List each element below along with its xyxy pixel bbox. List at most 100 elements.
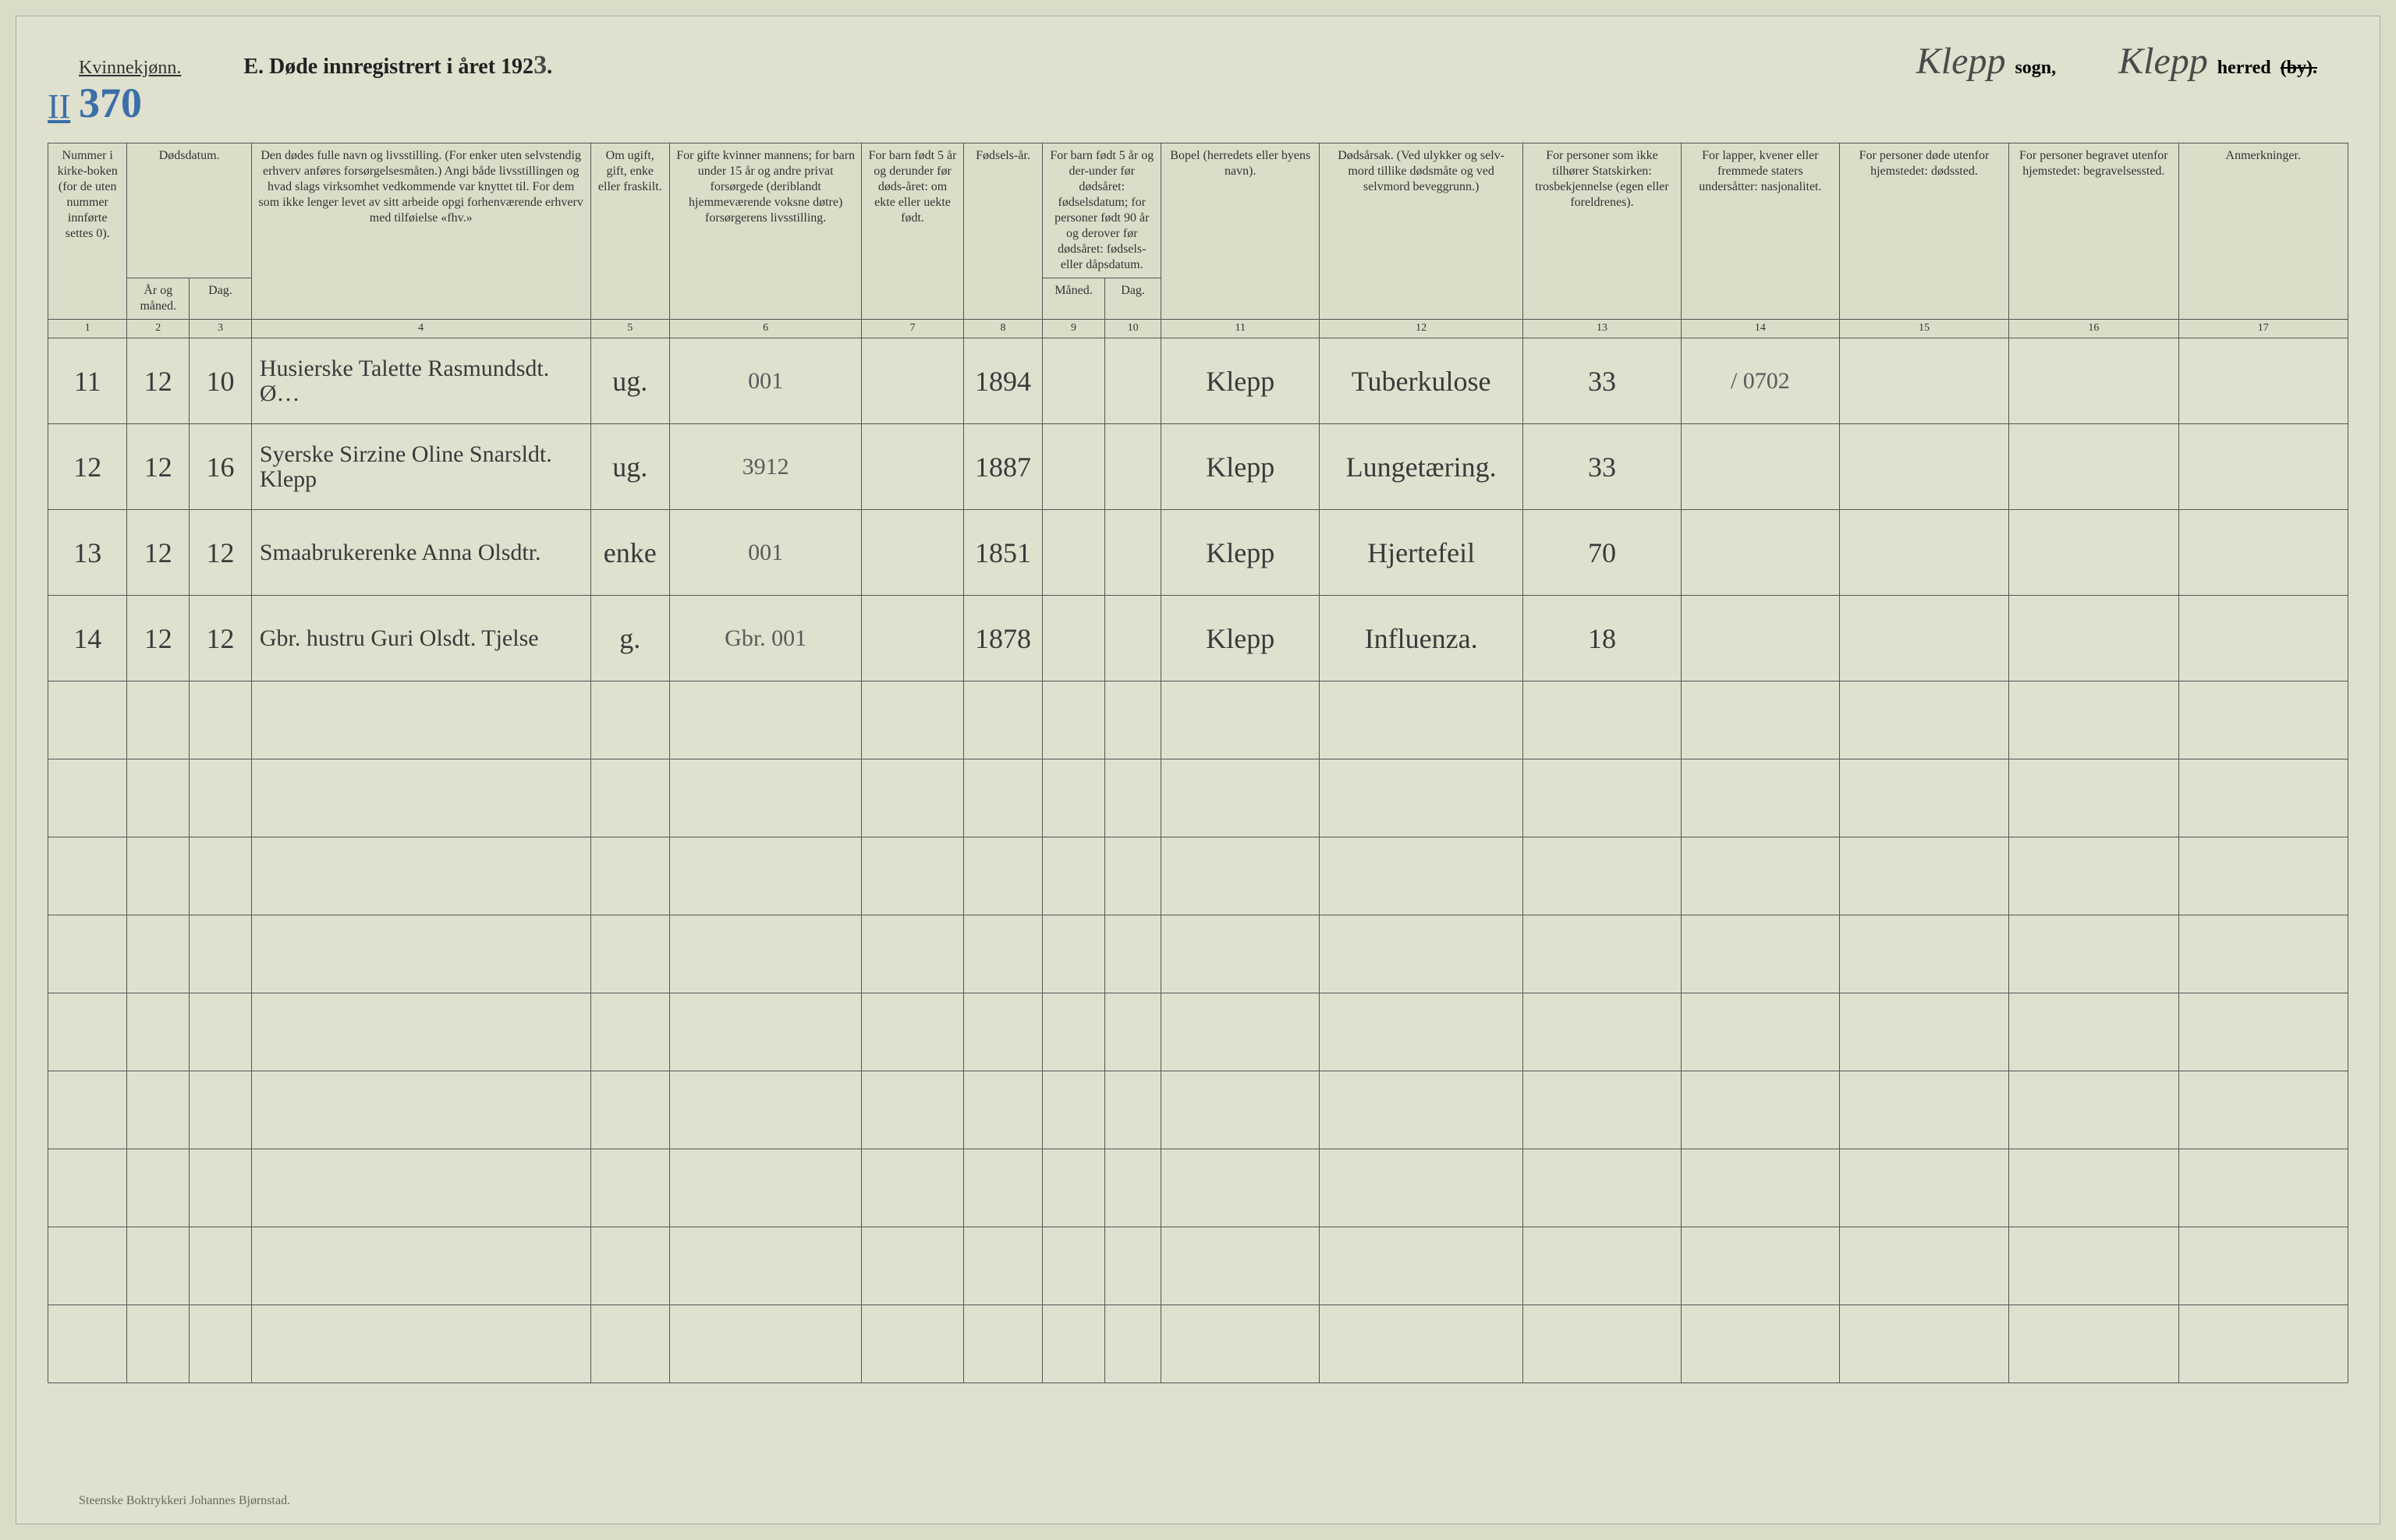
empty-cell <box>1104 1071 1161 1149</box>
empty-cell <box>1161 993 1320 1071</box>
cell-dsted <box>1839 338 2008 424</box>
column-numbers-row: 1 2 3 4 5 6 7 8 9 10 11 12 13 14 15 16 1… <box>48 320 2348 338</box>
empty-cell <box>1523 681 1682 759</box>
empty-cell <box>590 1227 669 1305</box>
empty-cell <box>1161 1305 1320 1383</box>
empty-cell <box>862 837 963 915</box>
empty-cell <box>190 1149 252 1227</box>
empty-cell <box>1839 1149 2008 1227</box>
empty-cell <box>190 1227 252 1305</box>
empty-cell <box>963 681 1042 759</box>
col-header-3: Dag. <box>190 278 252 320</box>
register-page: II Kvinnekjønn. 370 E. Døde innregistrer… <box>16 16 2380 1524</box>
cell-d <box>1104 510 1161 596</box>
cell-ekte <box>862 596 963 681</box>
empty-cell <box>590 915 669 993</box>
col-header-8: Fødsels-år. <box>963 143 1042 320</box>
cell-tro: 33 <box>1523 424 1682 510</box>
col-header-16: For personer begravet utenfor hjemstedet… <box>2009 143 2178 320</box>
empty-cell <box>963 1227 1042 1305</box>
empty-cell <box>127 759 190 837</box>
empty-cell <box>2009 915 2178 993</box>
empty-cell <box>1681 993 1839 1071</box>
empty-cell <box>1681 915 1839 993</box>
cell-nasj: / 0702 <box>1681 338 1839 424</box>
col-header-1: Nummer i kirke-boken (for de uten nummer… <box>48 143 127 320</box>
colnum: 3 <box>190 320 252 338</box>
empty-cell <box>1681 1227 1839 1305</box>
empty-cell <box>190 1305 252 1383</box>
empty-cell <box>1523 1227 1682 1305</box>
empty-cell <box>2178 1071 2348 1149</box>
empty-cell <box>48 1071 127 1149</box>
colnum: 7 <box>862 320 963 338</box>
colnum: 11 <box>1161 320 1320 338</box>
cell-num: 14 <box>48 596 127 681</box>
cell-day: 16 <box>190 424 252 510</box>
empty-cell <box>1523 837 1682 915</box>
empty-cell <box>2178 1149 2348 1227</box>
colnum: 10 <box>1104 320 1161 338</box>
empty-cell <box>127 1149 190 1227</box>
empty-cell <box>1104 1305 1161 1383</box>
cell-anm <box>2178 596 2348 681</box>
empty-cell <box>1320 1149 1523 1227</box>
empty-cell <box>127 837 190 915</box>
empty-cell <box>48 993 127 1071</box>
empty-cell <box>1523 759 1682 837</box>
sogn-label: sogn, <box>2015 58 2056 79</box>
empty-cell <box>1043 1071 1105 1149</box>
herred-by-strike: (by). <box>2281 58 2317 79</box>
cell-ekte <box>862 338 963 424</box>
empty-cell <box>48 1227 127 1305</box>
empty-cell <box>669 993 861 1071</box>
empty-cell <box>1161 681 1320 759</box>
table-header: Nummer i kirke-boken (for de uten nummer… <box>48 143 2348 338</box>
empty-cell <box>1523 1071 1682 1149</box>
cell-stat: enke <box>590 510 669 596</box>
empty-cell <box>1104 915 1161 993</box>
empty-cell <box>1523 1149 1682 1227</box>
empty-cell <box>251 1305 590 1383</box>
cell-name: Gbr. hustru Guri Olsdt. Tjelse <box>251 596 590 681</box>
title-suffix: . <box>547 55 552 79</box>
empty-cell <box>1043 837 1105 915</box>
empty-cell <box>590 1149 669 1227</box>
colnum: 4 <box>251 320 590 338</box>
roman-numeral: II <box>48 87 70 126</box>
empty-cell <box>1161 759 1320 837</box>
empty-cell <box>590 1071 669 1149</box>
empty-cell <box>48 1305 127 1383</box>
table-row-empty <box>48 1071 2348 1149</box>
cell-dsted <box>1839 596 2008 681</box>
col-header-14: For lapper, kvener eller fremmede stater… <box>1681 143 1839 320</box>
empty-cell <box>251 759 590 837</box>
colnum: 15 <box>1839 320 2008 338</box>
cell-ekte <box>862 510 963 596</box>
empty-cell <box>1681 837 1839 915</box>
empty-cell <box>1104 1227 1161 1305</box>
empty-cell <box>669 1071 861 1149</box>
empty-cell <box>2178 993 2348 1071</box>
cell-d <box>1104 424 1161 510</box>
cell-dsted <box>1839 424 2008 510</box>
empty-cell <box>669 759 861 837</box>
empty-cell <box>1043 993 1105 1071</box>
cell-anm <box>2178 510 2348 596</box>
empty-cell <box>1320 1227 1523 1305</box>
col-header-11: Bopel (herredets eller byens navn). <box>1161 143 1320 320</box>
empty-cell <box>190 681 252 759</box>
empty-cell <box>1043 1149 1105 1227</box>
title-prefix: E. Døde innregistrert i året 192 <box>243 55 533 79</box>
empty-cell <box>669 837 861 915</box>
empty-cell <box>190 993 252 1071</box>
colnum: 8 <box>963 320 1042 338</box>
empty-cell <box>190 837 252 915</box>
empty-cell <box>1681 1071 1839 1149</box>
empty-cell <box>862 1149 963 1227</box>
empty-cell <box>1104 993 1161 1071</box>
cell-name: Smaabrukerenke Anna Olsdtr. <box>251 510 590 596</box>
table-row-empty <box>48 1227 2348 1305</box>
cell-bopel: Klepp <box>1161 338 1320 424</box>
cell-num: 12 <box>48 424 127 510</box>
